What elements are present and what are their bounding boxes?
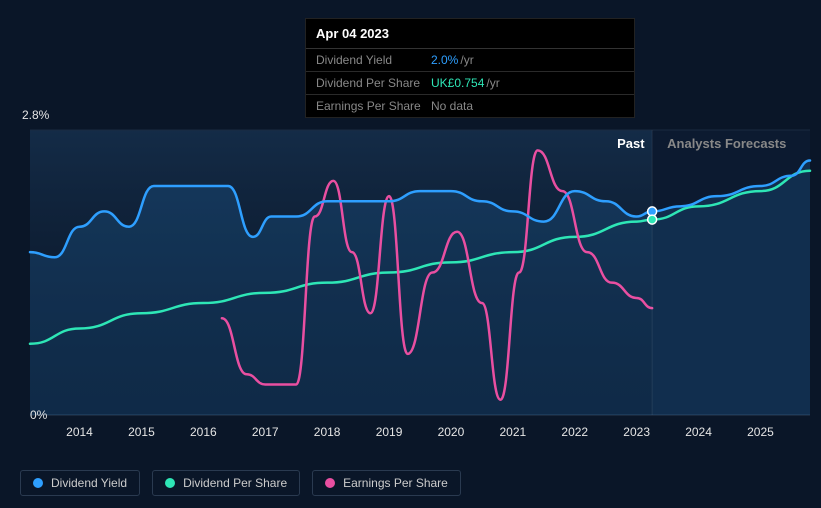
- legend-item-earnings-per-share[interactable]: Earnings Per Share: [312, 470, 461, 496]
- tooltip-unit: /yr: [460, 53, 473, 67]
- tooltip-row: Dividend Per Share UK£0.754 /yr: [306, 72, 634, 95]
- x-axis-label: 2023: [623, 425, 650, 439]
- x-axis-label: 2017: [252, 425, 279, 439]
- legend-label: Dividend Per Share: [183, 476, 287, 490]
- x-axis-label: 2014: [66, 425, 93, 439]
- legend-item-dividend-per-share[interactable]: Dividend Per Share: [152, 470, 300, 496]
- tooltip-value: UK£0.754: [431, 76, 484, 90]
- x-axis-label: 2019: [376, 425, 403, 439]
- chart-tooltip: Apr 04 2023 Dividend Yield 2.0% /yr Divi…: [305, 18, 635, 118]
- tooltip-row: Earnings Per Share No data: [306, 95, 634, 117]
- legend-label: Dividend Yield: [51, 476, 127, 490]
- legend-label: Earnings Per Share: [343, 476, 448, 490]
- x-axis-label: 2022: [561, 425, 588, 439]
- tooltip-label: Dividend Yield: [316, 53, 431, 67]
- forecast-label: Analysts Forecasts: [667, 136, 786, 151]
- legend-item-dividend-yield[interactable]: Dividend Yield: [20, 470, 140, 496]
- x-axis-label: 2015: [128, 425, 155, 439]
- x-axis-label: 2024: [685, 425, 712, 439]
- x-axis-label: 2018: [314, 425, 341, 439]
- tooltip-date: Apr 04 2023: [306, 19, 634, 49]
- legend-dot-icon: [325, 478, 335, 488]
- tooltip-label: Dividend Per Share: [316, 76, 431, 90]
- y-axis-max-label: 2.8%: [22, 108, 49, 122]
- tooltip-unit: /yr: [486, 76, 499, 90]
- tooltip-label: Earnings Per Share: [316, 99, 431, 113]
- x-axis-label: 2016: [190, 425, 217, 439]
- tooltip-row: Dividend Yield 2.0% /yr: [306, 49, 634, 72]
- y-axis-min-label: 0%: [30, 408, 47, 422]
- chart-svg: [0, 100, 821, 460]
- tooltip-value: 2.0%: [431, 53, 458, 67]
- tooltip-value: No data: [431, 99, 473, 113]
- legend: Dividend Yield Dividend Per Share Earnin…: [20, 470, 461, 496]
- legend-dot-icon: [165, 478, 175, 488]
- x-axis-label: 2021: [499, 425, 526, 439]
- legend-dot-icon: [33, 478, 43, 488]
- chart-area[interactable]: 2.8% 0% 2014 2015 2016 2017 2018 2019 2020 2021…: [0, 100, 821, 460]
- x-axis-label: 2025: [747, 425, 774, 439]
- past-label: Past: [617, 136, 644, 151]
- x-axis-label: 2020: [438, 425, 465, 439]
